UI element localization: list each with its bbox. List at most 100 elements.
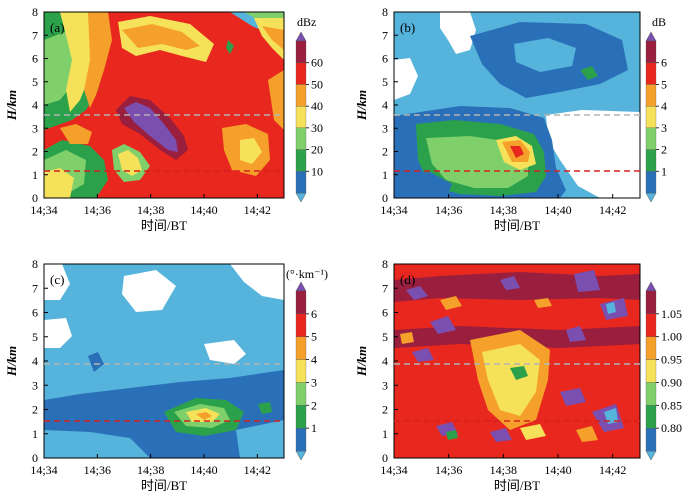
panel-a-colorbar-seg-7 <box>295 40 307 63</box>
panel-d-ytick-label-6: 6 <box>382 306 388 320</box>
panel-b-colorbar-seg-7 <box>645 40 657 63</box>
panel-d-purple-5 <box>412 348 434 362</box>
panel-c-green-right <box>258 402 272 414</box>
panel-b-ytick-label-7: 7 <box>382 28 388 42</box>
panel-d-colorbar-label-3: 0.95 <box>661 353 682 367</box>
panel-c-ytick-label-2: 2 <box>32 403 38 417</box>
panel-a-ytick-label-1: 1 <box>32 168 38 182</box>
panel-d-ylabel: H/km <box>354 346 369 377</box>
panel-a-xlabel: 时间/BT <box>141 218 187 233</box>
panel-d-colorbar-seg-4 <box>645 359 657 383</box>
panel-a-ytick-label-2: 2 <box>32 145 38 159</box>
panel-a-ytick-label-7: 7 <box>32 28 38 42</box>
panel-a-yellow-bottom <box>44 168 74 198</box>
panel-a-colorbar-unit: dBz <box>297 15 316 29</box>
panel-c-ytick-label-3: 3 <box>32 378 38 392</box>
panel-a-colorbar-label-3: 40 <box>311 99 323 113</box>
panel-d-ytick-label-8: 8 <box>382 257 388 271</box>
panel-d-green-center <box>510 366 528 380</box>
panel-a-colorbar-seg-4 <box>295 105 307 129</box>
panel-c-colorbar-seg-7 <box>295 290 307 315</box>
panel-d-orange-low <box>576 426 598 442</box>
axes-layer: 14;34 14;36 14;38 14;40 14;42 0 1 2 3 4 5 6 7 8 时间/BT H… <box>4 5 626 493</box>
panel-d-purple-4 <box>574 270 600 292</box>
panel-c-ytick-label-7: 7 <box>32 281 38 295</box>
panel-c-colorbar-seg-1 <box>295 427 307 452</box>
panel-d-colorbar-label-0: 0.80 <box>661 421 682 435</box>
panel-a-colorbar-label-5: 60 <box>311 56 323 70</box>
panel-d-ytick-label-2: 2 <box>382 403 388 417</box>
panel-c-xtick-label-3: 14;40 <box>190 463 217 477</box>
panel-c-lightblue-bottom <box>44 430 150 458</box>
panel-d-purple-2 <box>500 276 520 290</box>
panel-d-yellow-low <box>520 424 546 440</box>
panel-c-ytick-label-6: 6 <box>32 306 38 320</box>
panel-d-ytick-label-0: 0 <box>382 451 388 465</box>
panel-a-colorbar-seg-6 <box>295 62 307 85</box>
panel-a-colorbar-label-1: 20 <box>311 143 323 157</box>
panel-a-xtick-label-3: 14;40 <box>190 203 217 217</box>
panel-c-white-topright <box>230 264 284 300</box>
panel-d-ytick-label-3: 3 <box>382 378 388 392</box>
panel-b-colorbar-unit: dB <box>652 15 666 29</box>
panel-a-ytick-label-6: 6 <box>32 52 38 66</box>
panel-b-colorbar-seg-3 <box>645 127 657 150</box>
panel-a-colorbar-max-tri <box>295 31 307 42</box>
panel-c-colorbar-label-0: 1 <box>311 421 317 435</box>
panel-a-orange-right <box>262 26 284 50</box>
panel-c-orange <box>196 412 212 420</box>
panel-c-ytick-label-0: 0 <box>32 451 38 465</box>
panel-d-colorbar-seg-3 <box>645 382 657 406</box>
panel-b-ytick-label-2: 2 <box>382 145 388 159</box>
panel-a-ytick-label-4: 4 <box>32 98 38 112</box>
panel-c-colorbar-seg-5 <box>295 336 307 360</box>
panel-c-white-topleft <box>44 264 70 300</box>
panel-b-colorbar-seg-1 <box>645 171 657 194</box>
panel-c-ytick-label-5: 5 <box>32 330 38 344</box>
panel-c-ytick-label-8: 8 <box>32 257 38 271</box>
panel-b-colorbar-seg-6 <box>645 62 657 85</box>
panel-a-yellow-right <box>254 18 284 60</box>
panel-d-xtick-label-0: 14;34 <box>380 463 407 477</box>
panel-a-orange-mid <box>60 124 92 144</box>
panel-a-colorbar-seg-3 <box>295 127 307 150</box>
panel-c-ytick-label-1: 1 <box>32 427 38 441</box>
panel-b-colorbar-label-4: 5 <box>661 77 667 91</box>
panel-d-colorbar-label-2: 0.90 <box>661 375 682 389</box>
panel-d: (d) <box>393 263 641 459</box>
panel-d-purple-1 <box>406 286 428 300</box>
panel-c-darkblue-blob <box>88 352 104 372</box>
panel-a-yellow-mid <box>118 150 142 176</box>
panel-b: (b) <box>393 11 641 199</box>
panel-b-colorbar-label-0: 1 <box>661 164 667 178</box>
panel-c-xtick-label-2: 14;38 <box>137 463 164 477</box>
panel-c: (c) <box>43 263 285 459</box>
panel-d-colorbar-seg-1 <box>645 427 657 452</box>
panel-c-xtick-label-1: 14;36 <box>84 463 111 477</box>
panel-d-colorbar-seg-7 <box>645 290 657 315</box>
panel-b-xtick-label-2: 14;38 <box>490 203 517 217</box>
panel-c-colorbar-max-tri <box>295 281 307 292</box>
panel-b-colorbar-max-tri <box>645 31 657 42</box>
panel-b-xtick-label-3: 14;40 <box>544 203 571 217</box>
panel-c-colorbar-seg-4 <box>295 359 307 383</box>
panel-b-colorbar-seg-2 <box>645 149 657 172</box>
panel-a-orange-left <box>84 12 112 108</box>
panel-a-ytick-label-3: 3 <box>32 121 38 135</box>
panel-a-orange-top <box>122 24 200 50</box>
panel-a-label: (a) <box>50 20 64 35</box>
panel-d-purple-8 <box>560 388 586 406</box>
panel-d-ytick-label-1: 1 <box>382 427 388 441</box>
panel-d-orange-upper2 <box>534 298 552 308</box>
panel-d-xtick-label-1: 14;36 <box>435 463 462 477</box>
panel-c-colorbar-unit: (°·km⁻¹) <box>286 267 328 281</box>
panel-b-ytick-label-1: 1 <box>382 168 388 182</box>
panel-c-colorbar-min-tri <box>295 450 307 461</box>
panel-a-colorbar-min-tri <box>295 192 307 203</box>
panel-a-green-blob <box>226 40 234 54</box>
panel-c-colorbar-seg-6 <box>295 313 307 337</box>
panel-d-purple-11 <box>490 428 512 442</box>
panel-c-colorbar-label-1: 2 <box>311 398 317 412</box>
panel-d-colorbar-seg-2 <box>645 405 657 429</box>
panel-b-xtick-label-4: 14;42 <box>599 203 626 217</box>
